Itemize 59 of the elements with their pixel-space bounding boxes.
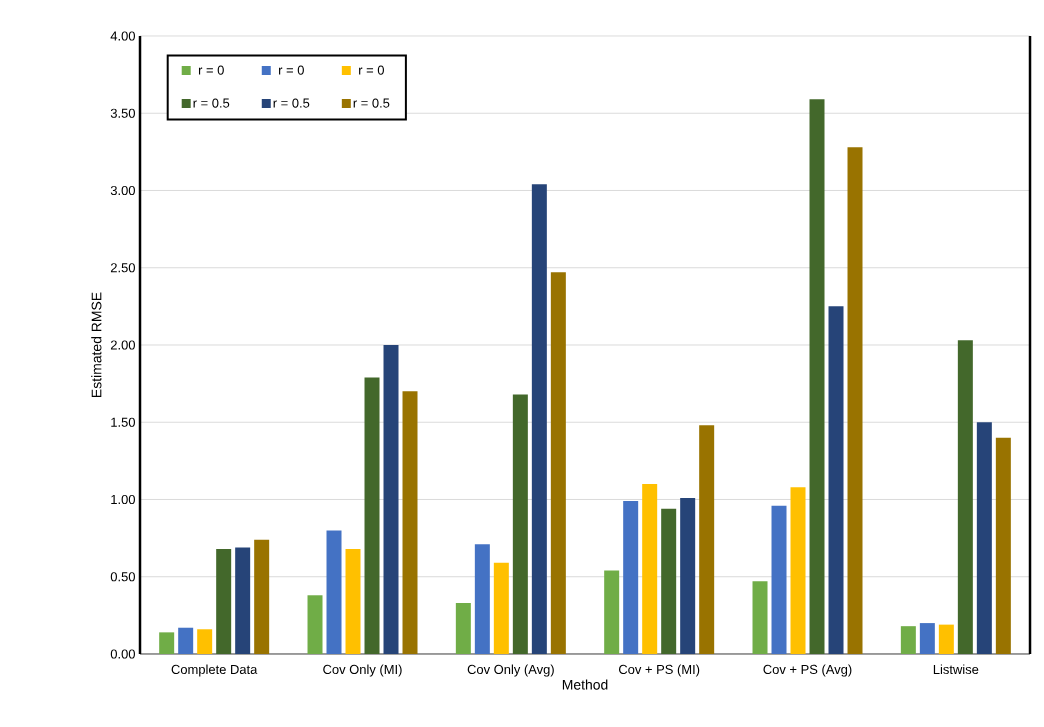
bar [900,626,916,654]
bar [752,581,768,654]
x-tick-label: Complete Data [171,664,258,677]
y-tick-label: 4.00 [110,31,135,41]
bar [345,548,361,654]
bar [402,391,418,654]
y-tick-label: 3.50 [110,108,135,118]
bar [455,603,471,654]
y-tick-label: 3.00 [110,185,135,196]
bar [771,505,787,654]
bar [474,544,490,654]
bar [383,344,399,654]
x-tick-label: Listwise [933,664,979,675]
x-tick-label: Cov Only (MI) [323,664,402,677]
bar [326,530,342,654]
bar [995,437,1011,654]
bar [699,425,715,654]
bar [604,570,620,654]
bar [254,539,270,654]
bar [623,501,639,654]
y-tick-label: 0.00 [110,649,135,659]
legend-label: r = 0.5 [353,98,390,108]
bar [307,595,323,654]
bar [976,422,992,654]
x-axis-title: Method [562,679,608,690]
x-tick-label: Cov + PS (MI) [618,664,700,677]
legend-label: r = 0 [279,65,304,75]
bar [550,272,566,654]
legend-label: r = 0.5 [273,98,310,108]
bar [197,629,213,654]
bar [680,497,696,654]
y-tick-label: 1.50 [111,417,135,427]
bar [531,184,547,654]
bar [919,623,935,654]
bar [790,487,806,654]
y-tick-label: 0.50 [110,572,135,582]
bar [957,340,973,654]
bar [847,147,863,654]
y-tick-label: 1.00 [111,494,135,505]
bar [364,377,380,654]
x-tick-label: Cov Only (Avg) [467,664,554,677]
bar [216,548,232,654]
legend-label: r = 0 [359,65,384,75]
bar [938,624,954,654]
bar [159,632,175,654]
x-tick-label: Cov + PS (Avg) [763,664,852,677]
bar [642,484,658,654]
bar [178,627,194,654]
y-tick-label: 2.50 [110,263,135,273]
legend-label: r = 0 [198,65,224,75]
y-tick-label: 2.00 [110,340,135,350]
bar [828,306,844,654]
bar [235,547,251,654]
bar [512,394,528,654]
y-axis-title: Estimated RMSE [91,292,102,397]
bar [493,562,509,654]
bar [661,508,677,654]
legend-label: r = 0.5 [193,98,230,108]
bar [809,99,825,654]
